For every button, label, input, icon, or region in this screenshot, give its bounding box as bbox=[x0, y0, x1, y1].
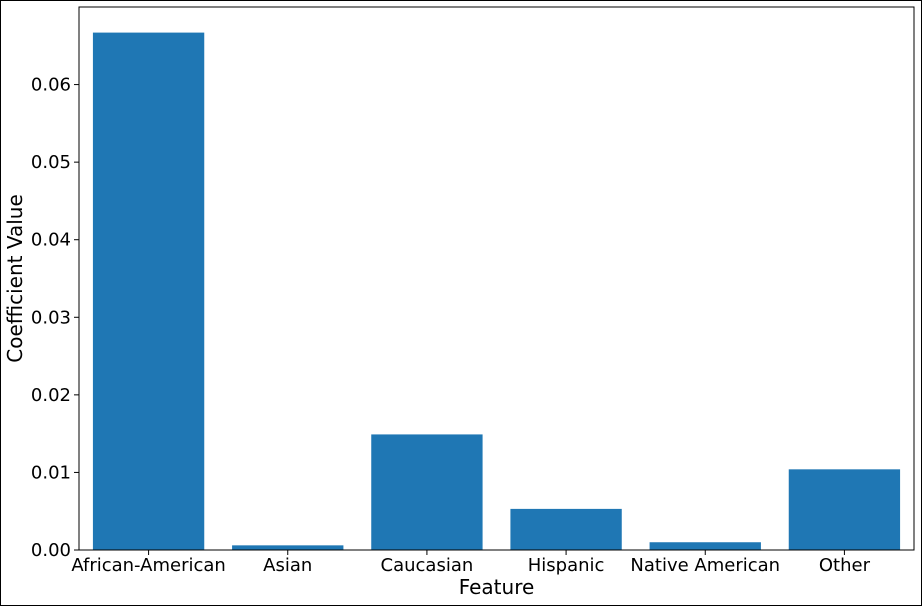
bar-asian bbox=[232, 545, 344, 550]
x-axis-title: Feature bbox=[459, 575, 535, 599]
x-tick-label: Asian bbox=[263, 555, 312, 576]
y-axis-ticks: 0.00 0.01 0.02 0.03 0.04 0.05 0.06 bbox=[31, 75, 79, 561]
plot-area-frame bbox=[78, 6, 915, 551]
y-tick-label: 0.00 bbox=[31, 540, 71, 561]
x-tick-label: Caucasian bbox=[381, 555, 474, 576]
bar-other bbox=[788, 469, 901, 550]
bars-group bbox=[92, 32, 901, 550]
x-tick-label: Native American bbox=[630, 555, 780, 576]
y-tick-label: 0.01 bbox=[31, 462, 71, 483]
x-axis-ticks: African-American Asian Caucasian Hispanic Na… bbox=[71, 550, 871, 576]
x-tick-label: Hispanic bbox=[528, 555, 605, 576]
y-tick-label: 0.06 bbox=[31, 75, 71, 96]
y-tick-label: 0.02 bbox=[31, 385, 71, 406]
y-tick-label: 0.04 bbox=[31, 230, 71, 251]
bar-caucasian bbox=[371, 434, 483, 550]
x-tick-label: Other bbox=[819, 555, 871, 576]
bar-hispanic bbox=[510, 508, 622, 550]
bar-native-american bbox=[649, 542, 761, 550]
y-axis-title: Coefficient Value bbox=[3, 194, 27, 363]
x-tick-label: African-American bbox=[71, 555, 226, 576]
y-tick-label: 0.05 bbox=[31, 152, 71, 173]
y-tick-label: 0.03 bbox=[31, 307, 71, 328]
bar-african-american bbox=[92, 32, 205, 550]
